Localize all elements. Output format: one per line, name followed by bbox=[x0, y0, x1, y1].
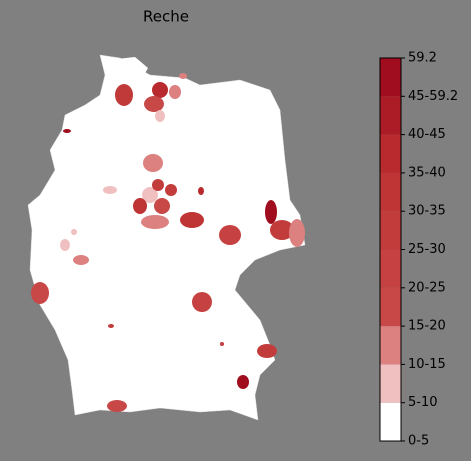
island bbox=[108, 57, 148, 82]
district bbox=[198, 187, 204, 195]
district bbox=[144, 96, 164, 112]
colorbar-label: 5-10 bbox=[408, 395, 438, 410]
colorbar-band bbox=[380, 326, 401, 365]
colorbar-band bbox=[380, 134, 401, 173]
colorbar-band bbox=[380, 58, 401, 97]
district bbox=[73, 255, 89, 265]
district bbox=[103, 186, 117, 194]
colorbar-label: 10-15 bbox=[408, 357, 446, 372]
district bbox=[133, 198, 147, 214]
district bbox=[31, 282, 49, 304]
district bbox=[142, 187, 158, 203]
colorbar-label: 40-45 bbox=[408, 127, 446, 142]
colorbar-label: 59.2 bbox=[408, 51, 437, 66]
district bbox=[143, 154, 163, 172]
colorbar-band bbox=[380, 402, 401, 441]
colorbar-label: 25-30 bbox=[408, 242, 446, 257]
district bbox=[169, 85, 181, 99]
district bbox=[141, 215, 169, 229]
district bbox=[107, 400, 127, 412]
district bbox=[180, 212, 204, 228]
country-outline bbox=[27, 54, 306, 421]
colorbar-label: 45-59.2 bbox=[408, 89, 458, 104]
colorbar-label: 15-20 bbox=[408, 319, 446, 334]
district bbox=[152, 179, 164, 191]
district bbox=[220, 342, 224, 346]
district bbox=[265, 200, 277, 224]
colorbar-band bbox=[380, 172, 401, 212]
district bbox=[115, 84, 133, 106]
district bbox=[289, 219, 305, 247]
district bbox=[270, 220, 294, 240]
colorbar-label: 30-35 bbox=[408, 204, 446, 219]
district bbox=[237, 375, 249, 389]
district bbox=[152, 82, 168, 98]
district bbox=[219, 225, 241, 245]
map-title: Reche bbox=[143, 8, 189, 26]
districts bbox=[31, 73, 305, 412]
district bbox=[154, 198, 170, 214]
district bbox=[155, 110, 165, 122]
colorbar-label: 20-25 bbox=[408, 280, 446, 295]
colorbar-label: 0-5 bbox=[408, 434, 429, 449]
district bbox=[179, 73, 187, 79]
colorbar-band bbox=[380, 364, 401, 403]
district bbox=[60, 239, 70, 251]
district bbox=[63, 129, 71, 133]
colorbar-band bbox=[380, 96, 401, 135]
colorbar: 0-5 5-10 10-15 15-20 20-25 25-30 30-35 35-40 40-… bbox=[379, 51, 458, 449]
colorbar-band bbox=[380, 211, 401, 250]
district bbox=[257, 344, 277, 358]
germany-map bbox=[27, 54, 306, 421]
colorbar-band bbox=[380, 249, 401, 288]
district bbox=[108, 324, 114, 328]
colorbar-band bbox=[380, 287, 401, 327]
district bbox=[192, 292, 212, 312]
district bbox=[165, 184, 177, 196]
colorbar-label: 35-40 bbox=[408, 165, 446, 180]
district bbox=[71, 229, 77, 235]
